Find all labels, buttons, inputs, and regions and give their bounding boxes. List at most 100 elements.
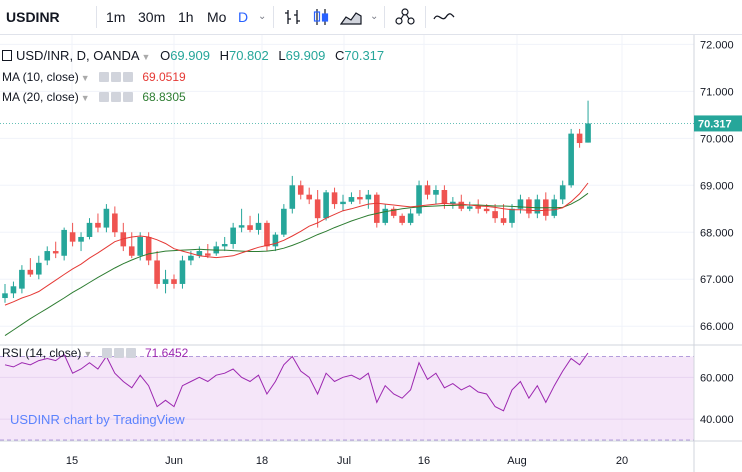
chevron-down-icon[interactable]: ⌄ (370, 11, 379, 22)
area-style-icon[interactable] (340, 8, 362, 26)
eye-icon[interactable] (101, 348, 112, 358)
open-label: O (160, 48, 171, 63)
candle-body (289, 185, 296, 209)
candle-body (365, 194, 372, 200)
ma20-line (4, 192, 589, 337)
time-tick-label: Aug (507, 455, 527, 467)
ma20-value: 68.8305 (142, 90, 186, 104)
time-tick-label: Jul (337, 455, 351, 467)
candle-body (509, 208, 515, 223)
indicators-icon[interactable] (394, 7, 416, 27)
interval-30m[interactable]: 30m (138, 9, 166, 25)
chevron-down-icon[interactable]: ▼ (80, 93, 90, 103)
high-value: 70.802 (228, 48, 269, 63)
candle-body (424, 185, 431, 195)
candle-body (19, 269, 25, 289)
candle-body (86, 222, 93, 237)
candle-body (534, 199, 541, 214)
candle-body (112, 213, 118, 233)
candle-body (61, 229, 67, 256)
legend-ma20: MA (20, close) ▼ 68.8305 (2, 90, 186, 104)
candle-body (196, 251, 203, 256)
candle-body (416, 185, 422, 214)
candle-body (441, 190, 448, 205)
candle-body (137, 236, 143, 256)
candle-body (483, 208, 490, 212)
candle-body (36, 262, 42, 275)
eye-icon[interactable] (98, 72, 109, 82)
rsi-line (4, 352, 589, 412)
chevron-down-icon[interactable]: ▼ (141, 52, 151, 62)
candle-body (162, 279, 169, 284)
candle-body (171, 279, 177, 284)
interval-1h[interactable]: 1h (178, 9, 194, 25)
candle-body (323, 192, 329, 219)
legend-symbol: USD/INR, D, OANDA (16, 48, 140, 63)
candle-body (272, 234, 279, 247)
chevron-down-icon[interactable]: ⌄ (258, 11, 267, 22)
low-value: 69.909 (285, 48, 326, 63)
ma10-label: MA (10, close) (2, 70, 79, 84)
toolbar-divider (425, 6, 426, 28)
close-value: 70.317 (344, 48, 385, 63)
rsi-tick-label: 40.000 (700, 414, 734, 426)
price-tick-label: 72.000 (700, 39, 734, 51)
rsi-value: 71.6452 (144, 346, 189, 360)
close-label: C (334, 48, 345, 63)
ma20-label: MA (20, close) (2, 90, 79, 104)
gear-icon[interactable] (110, 92, 121, 102)
legend-ma10: MA (10, close) ▼ 69.0519 (2, 70, 186, 84)
interval-1m[interactable]: 1m (106, 9, 126, 25)
candles-style-icon[interactable] (312, 8, 330, 26)
close-icon[interactable] (122, 92, 133, 102)
candle-body (357, 197, 363, 200)
price-tick-label: 67.000 (700, 274, 734, 286)
candle-body (306, 194, 312, 200)
gear-icon[interactable] (113, 348, 124, 358)
open-value: 69.909 (170, 48, 210, 63)
price-tick-label: 68.000 (700, 227, 734, 239)
candle-body (10, 286, 17, 294)
symbol-search[interactable]: USDINR (6, 9, 60, 25)
price-tick-label: 71.000 (700, 86, 734, 98)
chevron-down-icon[interactable]: ▼ (83, 349, 93, 359)
candle-body (145, 236, 152, 261)
candle-body (585, 123, 591, 143)
ma10-value: 69.0519 (142, 70, 186, 84)
candle-body (238, 225, 245, 228)
candle-body (255, 222, 262, 230)
bars-style-icon[interactable] (284, 8, 302, 26)
expand-icon[interactable] (2, 50, 12, 61)
candle-body (52, 251, 59, 254)
candle-body (154, 260, 160, 284)
chevron-down-icon[interactable]: ▼ (80, 73, 90, 83)
last-price-label: 70.317 (698, 118, 732, 130)
candle-body (568, 133, 574, 186)
chart-canvas[interactable]: 70.317 66.000 67.000 68.000 69.000 70.000 71.0… (0, 35, 742, 472)
candle-body (314, 199, 321, 219)
candle-body (297, 185, 304, 195)
compare-icon[interactable] (433, 10, 455, 24)
gear-icon[interactable] (110, 72, 121, 82)
time-tick-label: Jun (165, 455, 183, 467)
candle-body (179, 260, 186, 284)
candle-body (188, 255, 194, 261)
time-tick-label: 18 (256, 455, 268, 467)
legend-main: USD/INR, D, OANDA ▼ O69.909 H70.802 L69.9… (2, 48, 384, 63)
low-label: L (278, 48, 286, 63)
high-label: H (219, 48, 229, 63)
candle-body (247, 225, 253, 230)
close-icon[interactable] (125, 348, 136, 358)
candle-body (230, 227, 236, 245)
eye-icon[interactable] (98, 92, 109, 102)
toolbar-divider (273, 6, 274, 28)
interval-month[interactable]: Mo (207, 9, 227, 25)
legend-rsi: RSI (14, close) ▼ 71.6452 (2, 346, 188, 360)
candle-body (433, 190, 439, 195)
candle-body (399, 215, 405, 223)
price-tick-label: 69.000 (700, 180, 734, 192)
candle-body (281, 208, 287, 235)
close-icon[interactable] (122, 72, 133, 82)
interval-day-active[interactable]: D (238, 9, 249, 25)
watermark: USDINR chart by TradingView (10, 412, 185, 427)
